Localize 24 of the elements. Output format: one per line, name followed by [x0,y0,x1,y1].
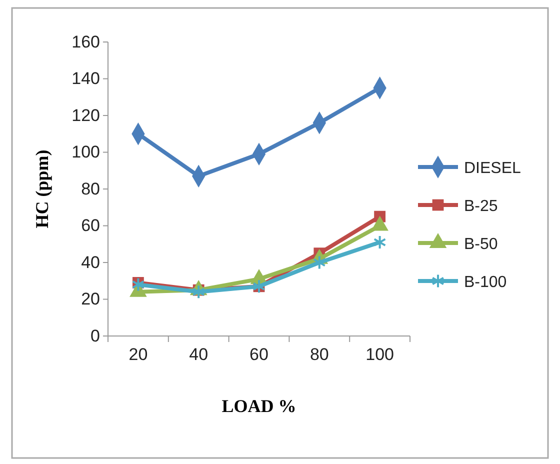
point [132,277,145,292]
y-tick-label: 160 [72,32,100,52]
legend-label: B-100 [464,274,507,291]
x-tick-label: 100 [366,345,394,364]
y-tick-label: 120 [72,106,100,125]
x-tick-label: 40 [189,345,208,364]
point [373,235,386,250]
point [312,255,326,270]
legend-label: B-50 [464,236,498,253]
x-axis-title: LOAD % [222,396,296,416]
y-tick-label: 20 [81,290,100,309]
y-axis-title: HC (ppm) [32,150,52,228]
x-tick-label: 80 [310,345,329,364]
legend-label: DIESEL [464,160,522,177]
y-tick-label: 0 [90,326,100,346]
y-tick-label: 40 [81,252,100,272]
y-tick-label: 80 [81,179,100,198]
y-tick-label: 100 [72,142,100,162]
x-tick-label: 60 [250,345,268,364]
y-tick-label: 140 [72,69,100,88]
legend-label: B-25 [464,198,498,215]
x-tick-label: 20 [128,345,148,364]
y-tick-label: 60 [81,216,100,236]
point [192,284,206,300]
